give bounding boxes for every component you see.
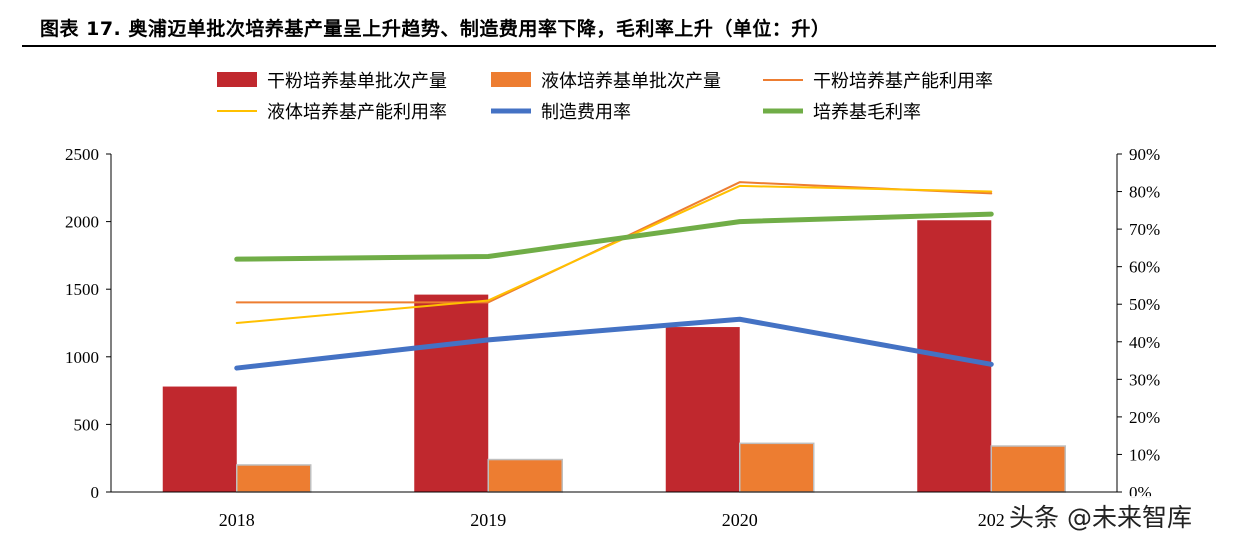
bar bbox=[414, 294, 489, 492]
x-tick-label: 2018 bbox=[219, 510, 255, 530]
left-tick-label: 1000 bbox=[65, 348, 99, 367]
left-tick-label: 2500 bbox=[65, 145, 99, 164]
legend-label: 干粉培养基产能利用率 bbox=[813, 71, 993, 92]
left-tick-label: 1500 bbox=[65, 280, 99, 299]
bar bbox=[990, 445, 1066, 493]
right-tick-label: 40% bbox=[1129, 333, 1160, 352]
bar bbox=[487, 458, 563, 493]
legend-label: 液体培养基产能利用率 bbox=[267, 102, 447, 123]
right-tick-label: 60% bbox=[1129, 258, 1160, 277]
x-tick-label: 2019 bbox=[470, 510, 506, 530]
bar bbox=[162, 386, 237, 492]
left-tick-label: 500 bbox=[74, 415, 100, 434]
legend-label: 制造费用率 bbox=[541, 102, 631, 123]
series-line bbox=[234, 316, 994, 371]
legend: 干粉培养基单批次产量 液体培养基单批次产量 干粉培养基产能利用率液体培养基产能利用率… bbox=[217, 71, 993, 123]
x-tick-label: 202 bbox=[978, 510, 1005, 530]
series-line bbox=[235, 184, 993, 324]
right-tick-label: 80% bbox=[1129, 183, 1160, 202]
axes: 050010001500200025000%10%20%30%40%50%60%… bbox=[65, 145, 1160, 530]
series-line bbox=[234, 211, 994, 262]
bar bbox=[665, 327, 740, 492]
right-tick-label: 70% bbox=[1129, 220, 1160, 239]
left-tick-label: 0 bbox=[91, 483, 100, 502]
legend-label: 干粉培养基单批次产量 bbox=[267, 71, 447, 92]
legend-label: 液体培养基单批次产量 bbox=[541, 71, 721, 92]
right-tick-label: 30% bbox=[1129, 370, 1160, 389]
left-tick-label: 2000 bbox=[65, 213, 99, 232]
legend-label: 培养基毛利率 bbox=[813, 102, 921, 123]
bar bbox=[236, 464, 312, 493]
legend-swatch bbox=[491, 72, 531, 87]
right-tick-label: 90% bbox=[1129, 145, 1160, 164]
right-tick-label: 50% bbox=[1129, 295, 1160, 314]
bar bbox=[739, 442, 815, 493]
x-tick-label: 2020 bbox=[722, 510, 758, 530]
legend-swatch bbox=[217, 72, 257, 87]
chart-title: 图表 17. 奥浦迈单批次培养基产量呈上升趋势、制造费用率下降，毛利率上升（单位… bbox=[40, 18, 831, 40]
line-group bbox=[234, 181, 994, 371]
right-tick-label: 10% bbox=[1129, 445, 1160, 464]
title-underline bbox=[22, 45, 1216, 47]
right-tick-label: 20% bbox=[1129, 408, 1160, 427]
watermark-text: 头条 @未来智库 bbox=[1005, 496, 1196, 536]
